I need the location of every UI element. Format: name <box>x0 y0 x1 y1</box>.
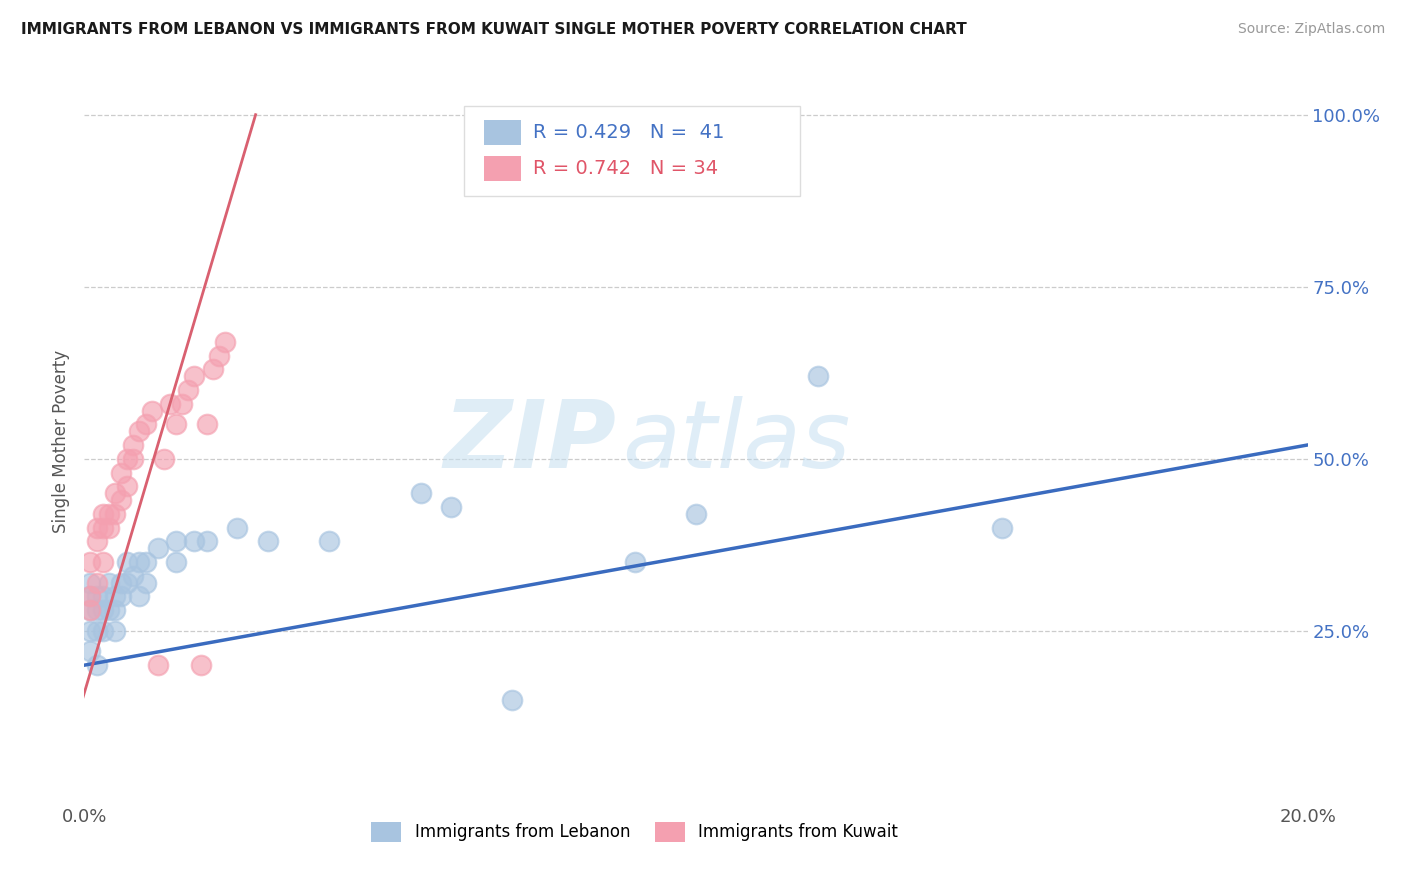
Point <box>122 438 145 452</box>
Point <box>91 555 114 569</box>
Point <box>110 590 132 604</box>
Point <box>146 658 169 673</box>
Point <box>79 575 101 590</box>
Point <box>115 451 138 466</box>
Point <box>86 624 108 638</box>
Text: atlas: atlas <box>623 396 851 487</box>
Point <box>165 555 187 569</box>
Point <box>128 590 150 604</box>
Point <box>97 603 120 617</box>
Point <box>440 500 463 514</box>
Point <box>110 466 132 480</box>
Point <box>86 603 108 617</box>
FancyBboxPatch shape <box>464 105 800 196</box>
Point <box>190 658 212 673</box>
Point <box>91 624 114 638</box>
Point <box>146 541 169 556</box>
Point <box>128 555 150 569</box>
Text: R = 0.429   N =  41: R = 0.429 N = 41 <box>533 123 724 142</box>
Point <box>104 624 127 638</box>
Point <box>807 369 830 384</box>
Point <box>110 575 132 590</box>
Point <box>128 424 150 438</box>
Point <box>165 534 187 549</box>
Point <box>153 451 176 466</box>
Point <box>97 575 120 590</box>
Point <box>97 507 120 521</box>
Point <box>104 590 127 604</box>
Point <box>172 397 194 411</box>
Point <box>135 555 157 569</box>
Point <box>86 534 108 549</box>
Text: R = 0.742   N = 34: R = 0.742 N = 34 <box>533 159 718 178</box>
Point <box>159 397 181 411</box>
Point <box>165 417 187 432</box>
Point <box>79 603 101 617</box>
Point <box>257 534 280 549</box>
Point <box>122 568 145 582</box>
Point <box>115 575 138 590</box>
Point <box>195 417 218 432</box>
Point <box>110 493 132 508</box>
Point <box>91 507 114 521</box>
Point <box>135 417 157 432</box>
Point <box>214 334 236 349</box>
Point <box>409 486 432 500</box>
Point <box>226 520 249 534</box>
Point <box>79 644 101 658</box>
Point <box>208 349 231 363</box>
Point <box>195 534 218 549</box>
Point <box>79 590 101 604</box>
Point <box>91 603 114 617</box>
Point <box>79 603 101 617</box>
Point <box>122 451 145 466</box>
Point <box>318 534 340 549</box>
Bar <box>484 156 522 181</box>
Point <box>79 555 101 569</box>
Point <box>502 692 524 706</box>
Point <box>177 383 200 397</box>
Point <box>86 658 108 673</box>
Point <box>183 369 205 384</box>
Point <box>104 603 127 617</box>
Point <box>91 590 114 604</box>
Point <box>79 590 101 604</box>
Text: Source: ZipAtlas.com: Source: ZipAtlas.com <box>1237 22 1385 37</box>
Text: IMMIGRANTS FROM LEBANON VS IMMIGRANTS FROM KUWAIT SINGLE MOTHER POVERTY CORRELAT: IMMIGRANTS FROM LEBANON VS IMMIGRANTS FR… <box>21 22 967 37</box>
Legend: Immigrants from Lebanon, Immigrants from Kuwait: Immigrants from Lebanon, Immigrants from… <box>364 815 905 848</box>
Point <box>991 520 1014 534</box>
Point <box>104 507 127 521</box>
Point <box>91 520 114 534</box>
Point <box>183 534 205 549</box>
Point <box>86 520 108 534</box>
Point <box>115 555 138 569</box>
Point <box>104 486 127 500</box>
Point <box>135 575 157 590</box>
Point <box>141 403 163 417</box>
Point <box>86 575 108 590</box>
Point <box>685 507 707 521</box>
Point <box>79 624 101 638</box>
Text: ZIP: ZIP <box>443 395 616 488</box>
Bar <box>484 120 522 145</box>
Point <box>86 590 108 604</box>
Point <box>624 555 647 569</box>
Point <box>115 479 138 493</box>
Y-axis label: Single Mother Poverty: Single Mother Poverty <box>52 350 70 533</box>
Point <box>97 520 120 534</box>
Point <box>201 362 224 376</box>
